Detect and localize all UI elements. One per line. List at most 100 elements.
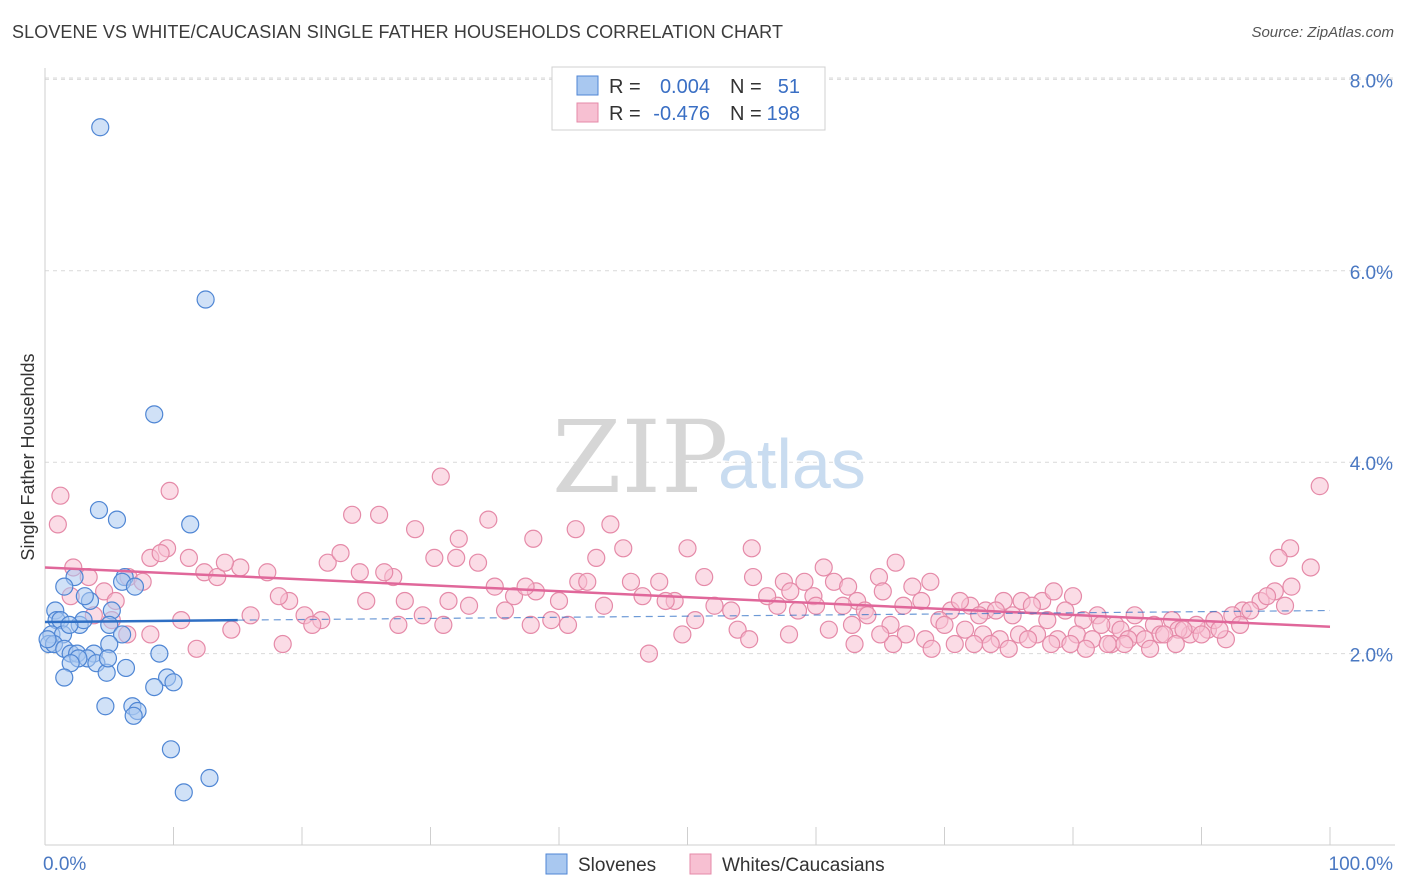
- point-whites-1: [48, 515, 67, 534]
- point-whites-89: [375, 563, 394, 582]
- point-whites-54: [886, 553, 905, 572]
- x-tick-label-max: 100.0%: [1329, 854, 1394, 875]
- point-whites-171: [1098, 634, 1117, 654]
- point-whites-98: [578, 572, 597, 591]
- point-whites-114: [912, 591, 931, 611]
- point-whites-91: [413, 606, 432, 625]
- point-whites-5: [405, 520, 425, 539]
- point-whites-97: [558, 615, 578, 634]
- point-whites-88: [357, 591, 376, 611]
- point-whites-67: [1125, 606, 1144, 625]
- point-whites-41: [650, 572, 669, 591]
- point-whites-138: [896, 625, 916, 644]
- point-whites-177: [389, 615, 408, 634]
- point-slovenes-4: [107, 510, 127, 529]
- top-legend: R = 0.004 N = 51 R = -0.476 N = 198: [551, 66, 826, 131]
- legend-n-value-2: 198: [767, 103, 800, 125]
- source-label: Source: ZipAtlas.com: [1251, 24, 1394, 41]
- bottom-legend-swatch-slovenes: [545, 853, 568, 875]
- series-slovenes-points: [38, 118, 219, 802]
- point-whites-76: [1282, 577, 1301, 596]
- y-tick-labels: 2.0% 4.0% 6.0% 8.0%: [1350, 71, 1393, 666]
- point-whites-158: [964, 634, 984, 654]
- point-whites-119: [1003, 606, 1022, 625]
- point-slovenes-2: [145, 405, 164, 424]
- point-whites-28: [318, 553, 337, 572]
- point-whites-122: [1056, 601, 1075, 620]
- bottom-legend-swatch-whites: [689, 853, 712, 875]
- point-whites-3: [343, 505, 362, 524]
- point-whites-103: [686, 611, 705, 630]
- point-slovenes-49: [75, 587, 94, 606]
- point-whites-166: [871, 625, 890, 644]
- point-whites-132: [1241, 601, 1260, 620]
- point-whites-49: [814, 558, 833, 577]
- point-whites-190: [1275, 596, 1295, 615]
- point-whites-96: [542, 611, 561, 630]
- point-whites-167: [945, 634, 964, 654]
- point-slovenes-50: [98, 649, 118, 668]
- point-whites-186: [151, 544, 170, 563]
- point-whites-181: [141, 625, 160, 644]
- trend-line-slovenes-extension: [237, 609, 1331, 621]
- point-whites-99: [594, 596, 614, 615]
- point-whites-82: [215, 553, 234, 572]
- point-whites-33: [468, 553, 488, 572]
- point-whites-188: [639, 644, 659, 663]
- legend-n-label-2: N =: [730, 103, 762, 125]
- point-whites-160: [1042, 634, 1061, 654]
- legend-r-value-2: -0.476: [653, 103, 710, 125]
- point-slovenes-45: [200, 768, 219, 788]
- point-whites-168: [981, 634, 1000, 654]
- point-whites-6: [431, 467, 450, 486]
- watermark-atlas: atlas: [718, 425, 866, 503]
- point-whites-56: [921, 572, 940, 591]
- series-whites-points: [48, 467, 1329, 663]
- point-slovenes-38: [164, 673, 183, 692]
- point-whites-10: [566, 520, 585, 539]
- point-whites-135: [842, 615, 862, 634]
- bottom-legend: Slovenes Whites/Caucasians: [545, 853, 885, 876]
- point-slovenes-0: [91, 118, 110, 137]
- point-whites-176: [434, 615, 453, 634]
- y-tick-label-1: 4.0%: [1350, 454, 1393, 475]
- legend-r-value-1: 0.004: [660, 76, 710, 98]
- bottom-legend-label-slovenes: Slovenes: [578, 855, 656, 876]
- point-whites-94: [495, 601, 515, 620]
- trend-line-whites: [44, 566, 1331, 629]
- point-whites-116: [950, 591, 970, 611]
- point-whites-43: [695, 567, 714, 587]
- point-slovenes-5: [181, 515, 200, 534]
- point-whites-175: [521, 615, 540, 634]
- point-whites-109: [819, 620, 838, 639]
- trend-line-slovenes: [44, 618, 238, 624]
- point-whites-44: [722, 601, 741, 620]
- point-slovenes-36: [55, 668, 74, 687]
- trend-lines: [44, 566, 1331, 629]
- point-whites-90: [395, 591, 414, 611]
- point-whites-11: [601, 515, 620, 534]
- point-whites-8: [449, 529, 468, 548]
- point-whites-112: [873, 582, 892, 601]
- point-whites-141: [955, 620, 975, 639]
- point-whites-48: [795, 572, 814, 591]
- point-slovenes-34: [116, 658, 136, 678]
- y-tick-label-3: 8.0%: [1350, 71, 1393, 92]
- legend-swatch-slovenes: [576, 75, 599, 96]
- point-whites-63: [1044, 582, 1063, 601]
- point-whites-164: [1166, 634, 1185, 654]
- point-whites-172: [740, 630, 759, 649]
- point-whites-178: [303, 615, 322, 634]
- y-tick-label-0: 2.0%: [1350, 646, 1393, 667]
- legend-n-label-1: N =: [730, 76, 762, 98]
- axes: [44, 68, 1395, 846]
- point-whites-133: [1257, 587, 1277, 606]
- point-slovenes-1: [196, 290, 215, 309]
- x-tick-label-min: 0.0%: [43, 854, 86, 875]
- legend-n-value-1: 51: [778, 76, 800, 98]
- point-whites-13: [742, 539, 761, 558]
- point-whites-134: [806, 596, 826, 615]
- point-slovenes-11: [125, 577, 145, 596]
- point-whites-32: [447, 548, 466, 568]
- point-whites-92: [439, 591, 458, 611]
